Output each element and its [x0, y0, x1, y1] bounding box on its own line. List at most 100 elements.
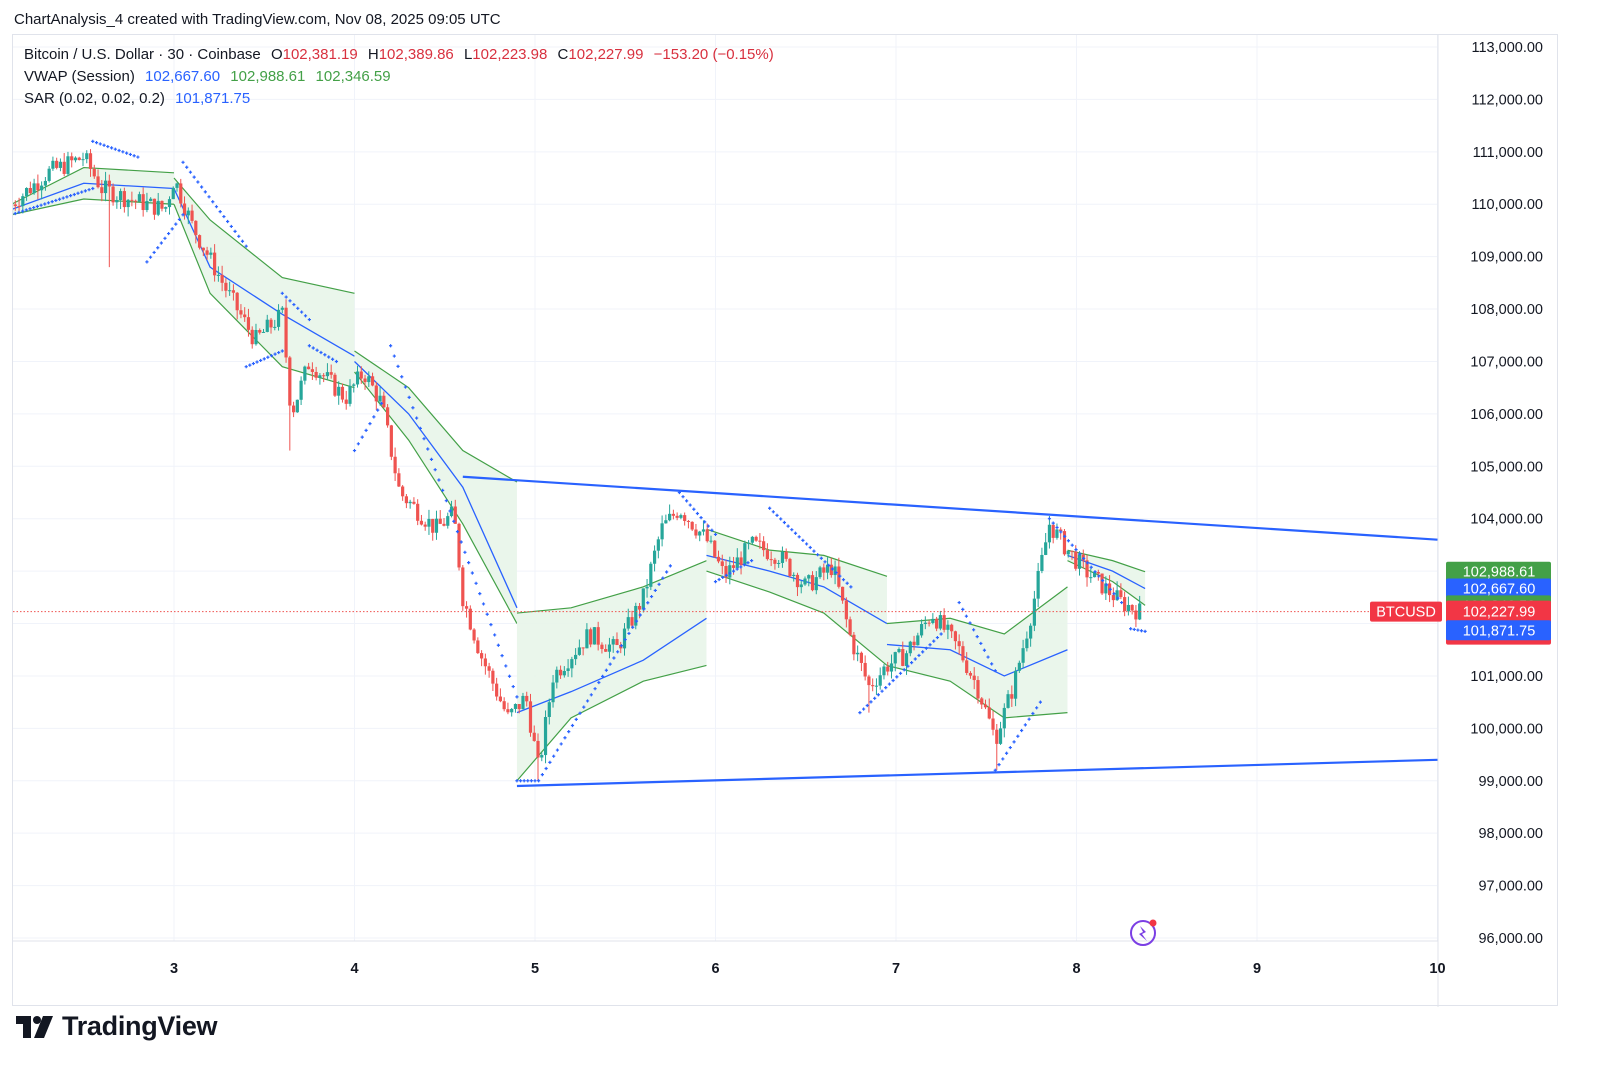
- sar-point: [368, 422, 372, 426]
- sar-point: [1063, 534, 1067, 538]
- sar-point: [515, 695, 519, 699]
- candle-body: [197, 235, 202, 248]
- y-tick-label: 113,000.00: [1472, 40, 1544, 56]
- candle-body: [777, 562, 781, 564]
- sar-point: [1012, 740, 1016, 744]
- candle-body: [374, 385, 378, 402]
- candle-body: [822, 567, 826, 573]
- candle-body: [859, 652, 864, 663]
- price-tag-label: 101,871.75: [1463, 623, 1536, 639]
- sar-point: [352, 448, 357, 453]
- sar-point: [87, 188, 91, 192]
- candle-body: [754, 536, 758, 541]
- candle-body: [269, 319, 273, 328]
- vwap-lower-band: [354, 371, 518, 624]
- sar-point: [1085, 561, 1090, 565]
- candle-body: [224, 282, 228, 291]
- sar-point: [873, 696, 877, 700]
- candle-body: [21, 196, 25, 207]
- y-tick-label: 108,000.00: [1470, 302, 1543, 318]
- sar-point: [233, 229, 237, 233]
- sar-point: [975, 635, 979, 639]
- sar-point: [80, 190, 84, 194]
- sar-point: [917, 653, 921, 658]
- sar-point: [91, 186, 95, 191]
- candle-body: [1036, 570, 1040, 599]
- y-tick-label: 106,000.00: [1470, 407, 1543, 423]
- sar-point: [979, 641, 983, 646]
- legend-open-label: O: [270, 46, 283, 63]
- candle-body: [220, 274, 224, 283]
- sar-point: [136, 155, 140, 159]
- candle-body: [457, 523, 461, 568]
- candle-body: [814, 577, 818, 591]
- candle-body: [201, 247, 205, 251]
- legend-sar[interactable]: SAR (0.02, 0.02, 0.2) 101,871.75: [24, 90, 256, 107]
- sar-point: [887, 682, 892, 686]
- candle-body: [299, 380, 303, 400]
- sar-point: [463, 550, 467, 554]
- price-chart[interactable]: 113,000.00 112,000.00 111,000.00 110,000.00…: [13, 35, 1559, 1007]
- vwap-upper-band: [1067, 549, 1146, 573]
- candle-body: [73, 157, 78, 161]
- candle-body: [810, 575, 815, 591]
- sar-point: [533, 779, 537, 783]
- sar-point: [507, 674, 512, 678]
- sar-point: [982, 648, 987, 652]
- candle-body: [17, 206, 21, 208]
- sar-point: [935, 635, 940, 640]
- sar-point: [280, 349, 284, 353]
- sar-point: [1051, 521, 1055, 525]
- candle-body: [788, 558, 792, 576]
- candle-body: [795, 574, 800, 588]
- sar-point: [148, 255, 153, 259]
- chart-frame[interactable]: 113,000.00 112,000.00 111,000.00 110,000.00…: [12, 34, 1559, 1007]
- candle-body: [709, 540, 713, 542]
- assistant-spark-icon[interactable]: [1130, 919, 1157, 946]
- tradingview-logo[interactable]: TradingView: [16, 1011, 218, 1042]
- sar-point: [323, 353, 327, 357]
- candle-body: [141, 194, 145, 211]
- sar-point: [968, 621, 972, 625]
- sar-point: [1055, 525, 1059, 530]
- sar-point: [993, 669, 997, 673]
- sar-point: [578, 711, 582, 715]
- sar-point: [185, 165, 189, 169]
- x-tick-label: 7: [892, 961, 900, 977]
- sar-point: [728, 571, 732, 575]
- candle-body: [276, 309, 281, 327]
- candle-body: [213, 252, 217, 276]
- candle-body: [1021, 648, 1025, 663]
- candle-body: [423, 524, 427, 527]
- candle-body: [205, 250, 209, 255]
- sar-point: [515, 779, 519, 783]
- candle-body: [152, 198, 157, 215]
- sar-point: [311, 346, 315, 350]
- candle-body: [919, 624, 924, 636]
- candle-body: [762, 541, 766, 551]
- sar-point: [396, 364, 400, 369]
- candle-body: [303, 366, 307, 381]
- sar-point: [218, 210, 222, 214]
- candle-body: [1100, 573, 1104, 594]
- price-tag-label: 102,227.99: [1463, 605, 1536, 621]
- sar-point: [94, 141, 99, 145]
- candle-body: [965, 660, 969, 673]
- sar-point: [292, 302, 296, 307]
- legend-ohlc[interactable]: Bitcoin / U.S. Dollar · 30 · Coinbase O1…: [24, 46, 780, 63]
- sar-point: [721, 575, 725, 580]
- candle-body: [848, 619, 852, 635]
- candle-body: [547, 702, 551, 717]
- candle-body: [107, 180, 111, 187]
- legend-close-value: 102,227.99: [568, 46, 644, 63]
- candle-body: [216, 274, 220, 276]
- sar-point: [211, 200, 215, 204]
- sar-point: [403, 385, 408, 389]
- sar-point: [511, 684, 515, 689]
- sar-point: [746, 561, 750, 565]
- sar-point: [429, 457, 434, 461]
- legend-vwap[interactable]: VWAP (Session) 102,667.60 102,988.61 102…: [24, 68, 397, 85]
- candle-body: [32, 183, 36, 194]
- sar-point: [24, 208, 28, 212]
- sar-point: [685, 499, 689, 503]
